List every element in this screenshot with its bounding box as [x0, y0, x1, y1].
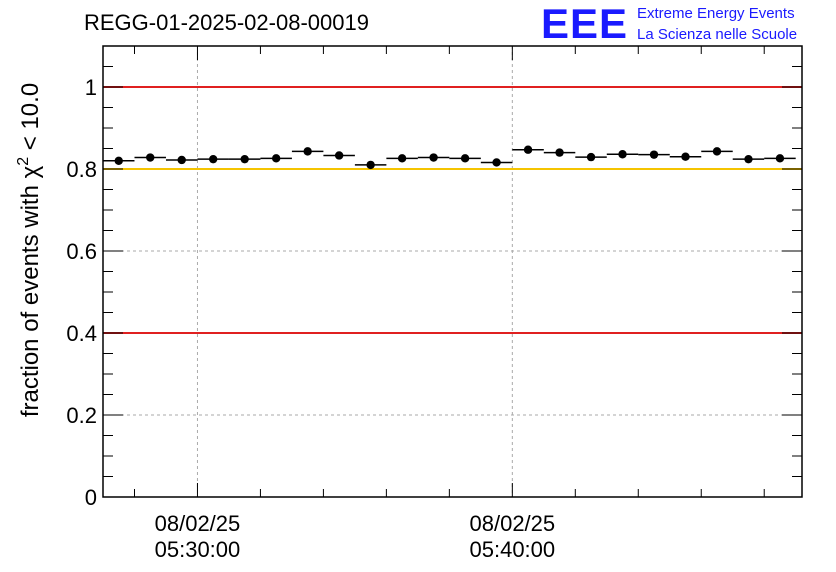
x-tick-label-date: 08/02/25: [470, 511, 556, 536]
y-label-superscript: 2: [15, 157, 32, 166]
grid: [103, 46, 802, 497]
logo-line-1: Extreme Energy Events: [637, 5, 795, 22]
chart-title: REGG-01-2025-02-08-00019: [84, 10, 369, 35]
data-point: [114, 156, 123, 165]
plot-frame: [102, 45, 803, 498]
x-tick-label-time: 05:30:00: [155, 537, 241, 562]
y-tick-label: 0.6: [66, 239, 97, 264]
y-axis-label: fraction of events with χ2 < 10.0: [15, 83, 44, 417]
data-point: [303, 147, 312, 156]
data-point: [397, 154, 407, 163]
data-point: [775, 154, 785, 163]
data-point: [618, 150, 627, 159]
axis-ticks: [103, 45, 802, 498]
reference-lines: [103, 86, 802, 334]
y-tick-label: 0.2: [66, 403, 97, 428]
data-points: [103, 145, 796, 170]
data-point: [586, 152, 596, 162]
data-point: [744, 154, 753, 164]
data-point: [209, 154, 218, 164]
data-point: [334, 151, 344, 160]
logo-line-2: La Scienza nelle Scuole: [637, 26, 798, 43]
y-tick-label: 0.4: [66, 321, 97, 346]
data-point: [429, 153, 438, 162]
data-point: [146, 153, 155, 162]
data-point: [681, 152, 690, 161]
eee-logo-mark: EEE: [541, 0, 629, 47]
data-point: [271, 154, 281, 163]
y-label-suffix: < 10.0: [17, 83, 44, 157]
data-point: [366, 160, 375, 170]
data-point: [177, 155, 186, 165]
y-tick-label: 0: [85, 485, 97, 510]
data-point: [460, 154, 470, 163]
data-point: [523, 145, 533, 154]
data-point: [240, 154, 249, 164]
data-point: [555, 148, 564, 157]
tick-labels: 00.20.40.60.8108/02/2505:30:0008/02/2505…: [66, 75, 555, 562]
data-point: [649, 150, 659, 159]
x-tick-label-date: 08/02/25: [155, 511, 241, 536]
y-tick-label: 1: [85, 75, 97, 100]
y-label-text: fraction of events with χ: [17, 165, 44, 417]
data-point: [492, 158, 501, 167]
y-tick-label: 0.8: [66, 157, 97, 182]
data-point: [712, 147, 722, 156]
x-tick-label-time: 05:40:00: [470, 537, 556, 562]
